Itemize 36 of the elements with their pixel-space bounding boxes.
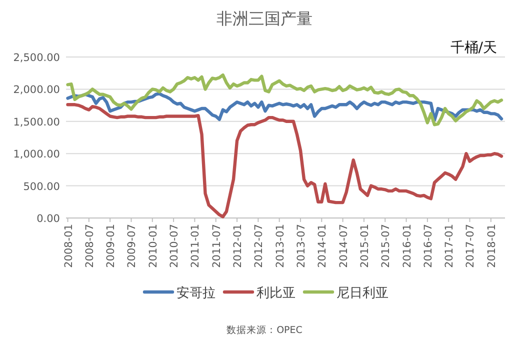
x-tick-label: 2013-01 bbox=[274, 224, 286, 268]
x-tick-label: 2011-01 bbox=[190, 224, 202, 268]
y-tick-label: 2,000.00 bbox=[13, 84, 60, 96]
text: 千桶/天 bbox=[450, 40, 497, 56]
line-series bbox=[66, 73, 504, 126]
x-tick-label: 2008-01 bbox=[62, 224, 75, 268]
x-tick-label: 2014-01 bbox=[316, 224, 329, 268]
line-series bbox=[66, 92, 504, 122]
x-tick-label: 2015-07 bbox=[380, 224, 392, 268]
x-tick-label: 2017-07 bbox=[464, 224, 477, 268]
chart-title: 非洲三国产量 bbox=[216, 9, 312, 28]
y-tick-label: 1,500.00 bbox=[13, 116, 60, 128]
x-tick-label: 2012-07 bbox=[253, 224, 266, 268]
y-tick-label: 2,500.00 bbox=[13, 52, 60, 64]
x-tick-label: 2010-07 bbox=[168, 224, 181, 268]
x-tick-label: 2008-07 bbox=[84, 224, 96, 268]
x-tick-label: 2013-07 bbox=[295, 224, 308, 268]
x-tick-label: 2010-01 bbox=[147, 224, 160, 268]
x-tick-label: 2014-07 bbox=[338, 224, 350, 268]
source-note: 数据来源：OPEC bbox=[226, 324, 303, 336]
x-tick-label: 2009-01 bbox=[105, 224, 118, 268]
x-tick-label: 2009-07 bbox=[126, 224, 138, 268]
x-tick-label: 2015-01 bbox=[358, 224, 371, 268]
legend-label: 尼日利亚 bbox=[336, 286, 388, 301]
y-tick-label: 1,000.00 bbox=[13, 148, 60, 161]
legend-label: 安哥拉 bbox=[176, 285, 216, 301]
x-tick-label: 2016-01 bbox=[401, 224, 414, 268]
x-tick-label: 2011-07 bbox=[210, 224, 223, 268]
x-tick-label: 2017-01 bbox=[444, 224, 456, 268]
x-tick-label: 2018-01 bbox=[486, 224, 498, 268]
legend-label: 利比亚 bbox=[256, 286, 296, 301]
y-tick-label: 0.00 bbox=[36, 213, 60, 225]
x-tick-label: 2012-01 bbox=[232, 224, 244, 268]
y-tick-label: 500.00 bbox=[23, 180, 60, 193]
x-tick-label: 2016-07 bbox=[422, 224, 434, 268]
line-series bbox=[66, 103, 504, 218]
